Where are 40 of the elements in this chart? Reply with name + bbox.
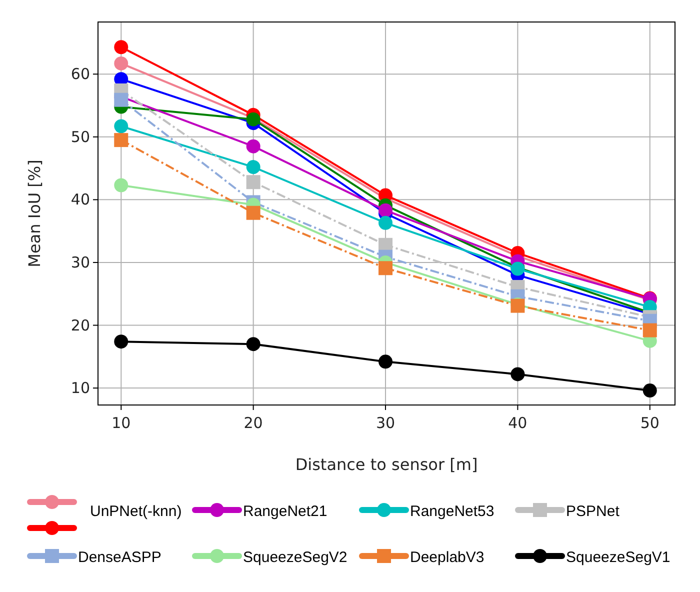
- y-tick-label: 30: [70, 253, 90, 272]
- x-tick-label: 50: [640, 414, 660, 432]
- y-tick-label: 40: [70, 190, 90, 209]
- legend-label: UnPNet(-knn): [90, 503, 182, 520]
- point: [114, 133, 128, 148]
- point: [378, 216, 393, 230]
- point: [114, 40, 128, 54]
- x-tick-label: 10: [112, 414, 131, 432]
- legend-label: DeeplabV3: [410, 549, 484, 566]
- point: [246, 160, 260, 174]
- point: [114, 56, 128, 70]
- y-tick-label: 20: [70, 316, 90, 334]
- point: [378, 354, 393, 369]
- point: [510, 367, 525, 382]
- point: [246, 206, 260, 220]
- legend-label: SqueezeSegV2: [243, 549, 348, 566]
- legend-label: SqueezeSegV1: [566, 549, 670, 566]
- point: [246, 337, 260, 352]
- point: [114, 119, 128, 134]
- y-tick-label: 50: [70, 128, 90, 146]
- point: [642, 323, 657, 338]
- legend-label: PSPNet: [566, 503, 620, 520]
- point: [378, 261, 393, 276]
- x-tick-label: 20: [244, 414, 263, 432]
- y-tick-label: 10: [70, 379, 90, 398]
- y-tick-label: 60: [70, 65, 90, 84]
- y-axis-title: Mean IoU [%]: [25, 160, 44, 268]
- point: [114, 178, 128, 192]
- point: [114, 334, 128, 349]
- x-tick-label: 40: [508, 414, 528, 432]
- x-tick-label: 30: [376, 414, 396, 432]
- legend-label: DenseASPP: [78, 549, 162, 566]
- legend-label: RangeNet21: [243, 503, 328, 520]
- x-axis-title: Distance to sensor [m]: [295, 455, 478, 474]
- legend-label: RangeNet53: [410, 503, 494, 520]
- point: [246, 139, 260, 154]
- point: [246, 175, 260, 190]
- point: [114, 92, 128, 107]
- point: [378, 203, 393, 218]
- point: [642, 384, 657, 398]
